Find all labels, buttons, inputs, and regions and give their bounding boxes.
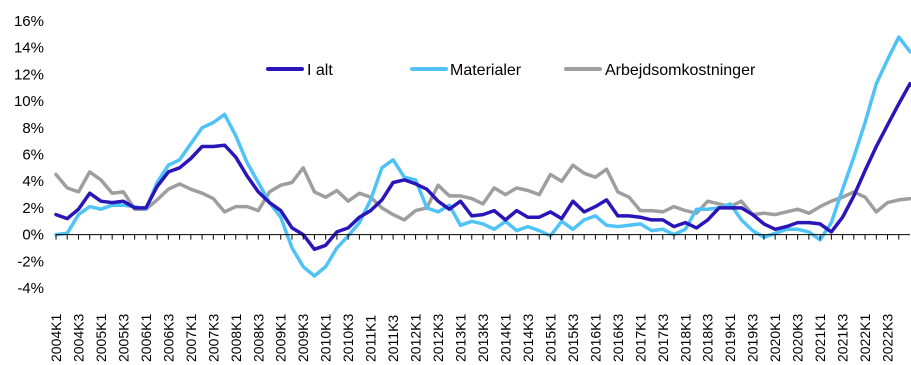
legend: I alt Materialer Arbejdsomkostninger	[266, 62, 756, 79]
y-tick-label: 14%	[14, 40, 44, 57]
legend-label-arbejdsomkostninger: Arbejdsomkostninger	[605, 62, 756, 79]
x-tick-label: 2012K1	[408, 314, 424, 362]
x-tick-label: 2014K1	[497, 314, 513, 362]
x-tick-label: 2017K1	[632, 314, 648, 362]
legend-label-i-alt: I alt	[307, 62, 333, 79]
x-tick-label: 2013K3	[475, 314, 491, 362]
y-axis-ticks: -4% -2% 0% 2% 4% 6% 8% 10% 12% 14% 16%	[14, 13, 44, 297]
x-tick-label: 2016K3	[610, 314, 626, 362]
x-tick-label: 2014K3	[520, 314, 536, 362]
y-tick-label: 4%	[22, 173, 44, 190]
y-tick-label: 10%	[14, 93, 44, 110]
x-tick-label: 2016K1	[587, 314, 603, 362]
x-tick-label: 2004K3	[70, 314, 86, 362]
x-tick-label: 2007K3	[205, 314, 221, 362]
x-tick-label: 2015K1	[542, 314, 558, 362]
x-tick-label: 2011K1	[363, 315, 379, 362]
x-tick-label: 2011K3	[385, 315, 401, 362]
x-tick-label: 2018K1	[677, 314, 693, 362]
x-tick-label: 2005K1	[93, 314, 109, 362]
x-tick-label: 2013K1	[453, 314, 469, 362]
series-layer	[54, 35, 911, 278]
x-tick-label: 2022K3	[880, 314, 896, 362]
y-tick-label: 12%	[14, 66, 44, 83]
x-tick-label: 2017K3	[655, 314, 671, 362]
legend-label-materialer: Materialer	[450, 62, 522, 79]
series-line-materialer	[54, 35, 911, 278]
y-tick-label: 0%	[22, 227, 44, 244]
x-tick-label: 2019K3	[745, 314, 761, 362]
x-tick-label: 2008K3	[250, 314, 266, 362]
x-tick-label: 2019K1	[722, 314, 738, 362]
x-tick-label: 2007K1	[183, 314, 199, 362]
series-line-arbejdsomkostninger	[54, 163, 911, 222]
x-tick-label: 2004K1	[48, 314, 64, 362]
x-tick-label: 2008K1	[228, 314, 244, 362]
x-tick-label: 2005K3	[115, 314, 131, 362]
x-tick-label: 2009K1	[273, 314, 289, 362]
series-line-i-alt	[54, 81, 911, 252]
x-tick-label: 2010K1	[318, 314, 334, 362]
x-tick-label: 2020K3	[790, 314, 806, 362]
x-tick-label: 2020K1	[767, 314, 783, 362]
y-tick-label: 8%	[22, 120, 44, 137]
x-axis-ticks: 2004K1 2004K3 2005K1 2005K3 2006K1 2006K3 2007…	[48, 234, 900, 362]
y-tick-label: 16%	[14, 13, 44, 30]
y-tick-label: 6%	[22, 147, 44, 164]
x-tick-label: 2009K3	[295, 314, 311, 362]
x-tick-label: 2022K1	[857, 314, 873, 362]
x-tick-label: 2015K3	[565, 314, 581, 362]
x-tick-label: 2021K1	[812, 314, 828, 362]
x-tick-label: 2010K3	[340, 314, 356, 362]
x-tick-label: 2006K3	[160, 314, 176, 362]
y-tick-label: -4%	[17, 280, 44, 297]
y-tick-label: -2%	[17, 253, 44, 270]
x-tick-label: 2018K3	[700, 314, 716, 362]
x-tick-label: 2006K1	[138, 314, 154, 362]
y-tick-label: 2%	[22, 200, 44, 217]
x-tick-label: 2012K3	[430, 314, 446, 362]
x-tick-label: 2021K3	[835, 314, 851, 362]
